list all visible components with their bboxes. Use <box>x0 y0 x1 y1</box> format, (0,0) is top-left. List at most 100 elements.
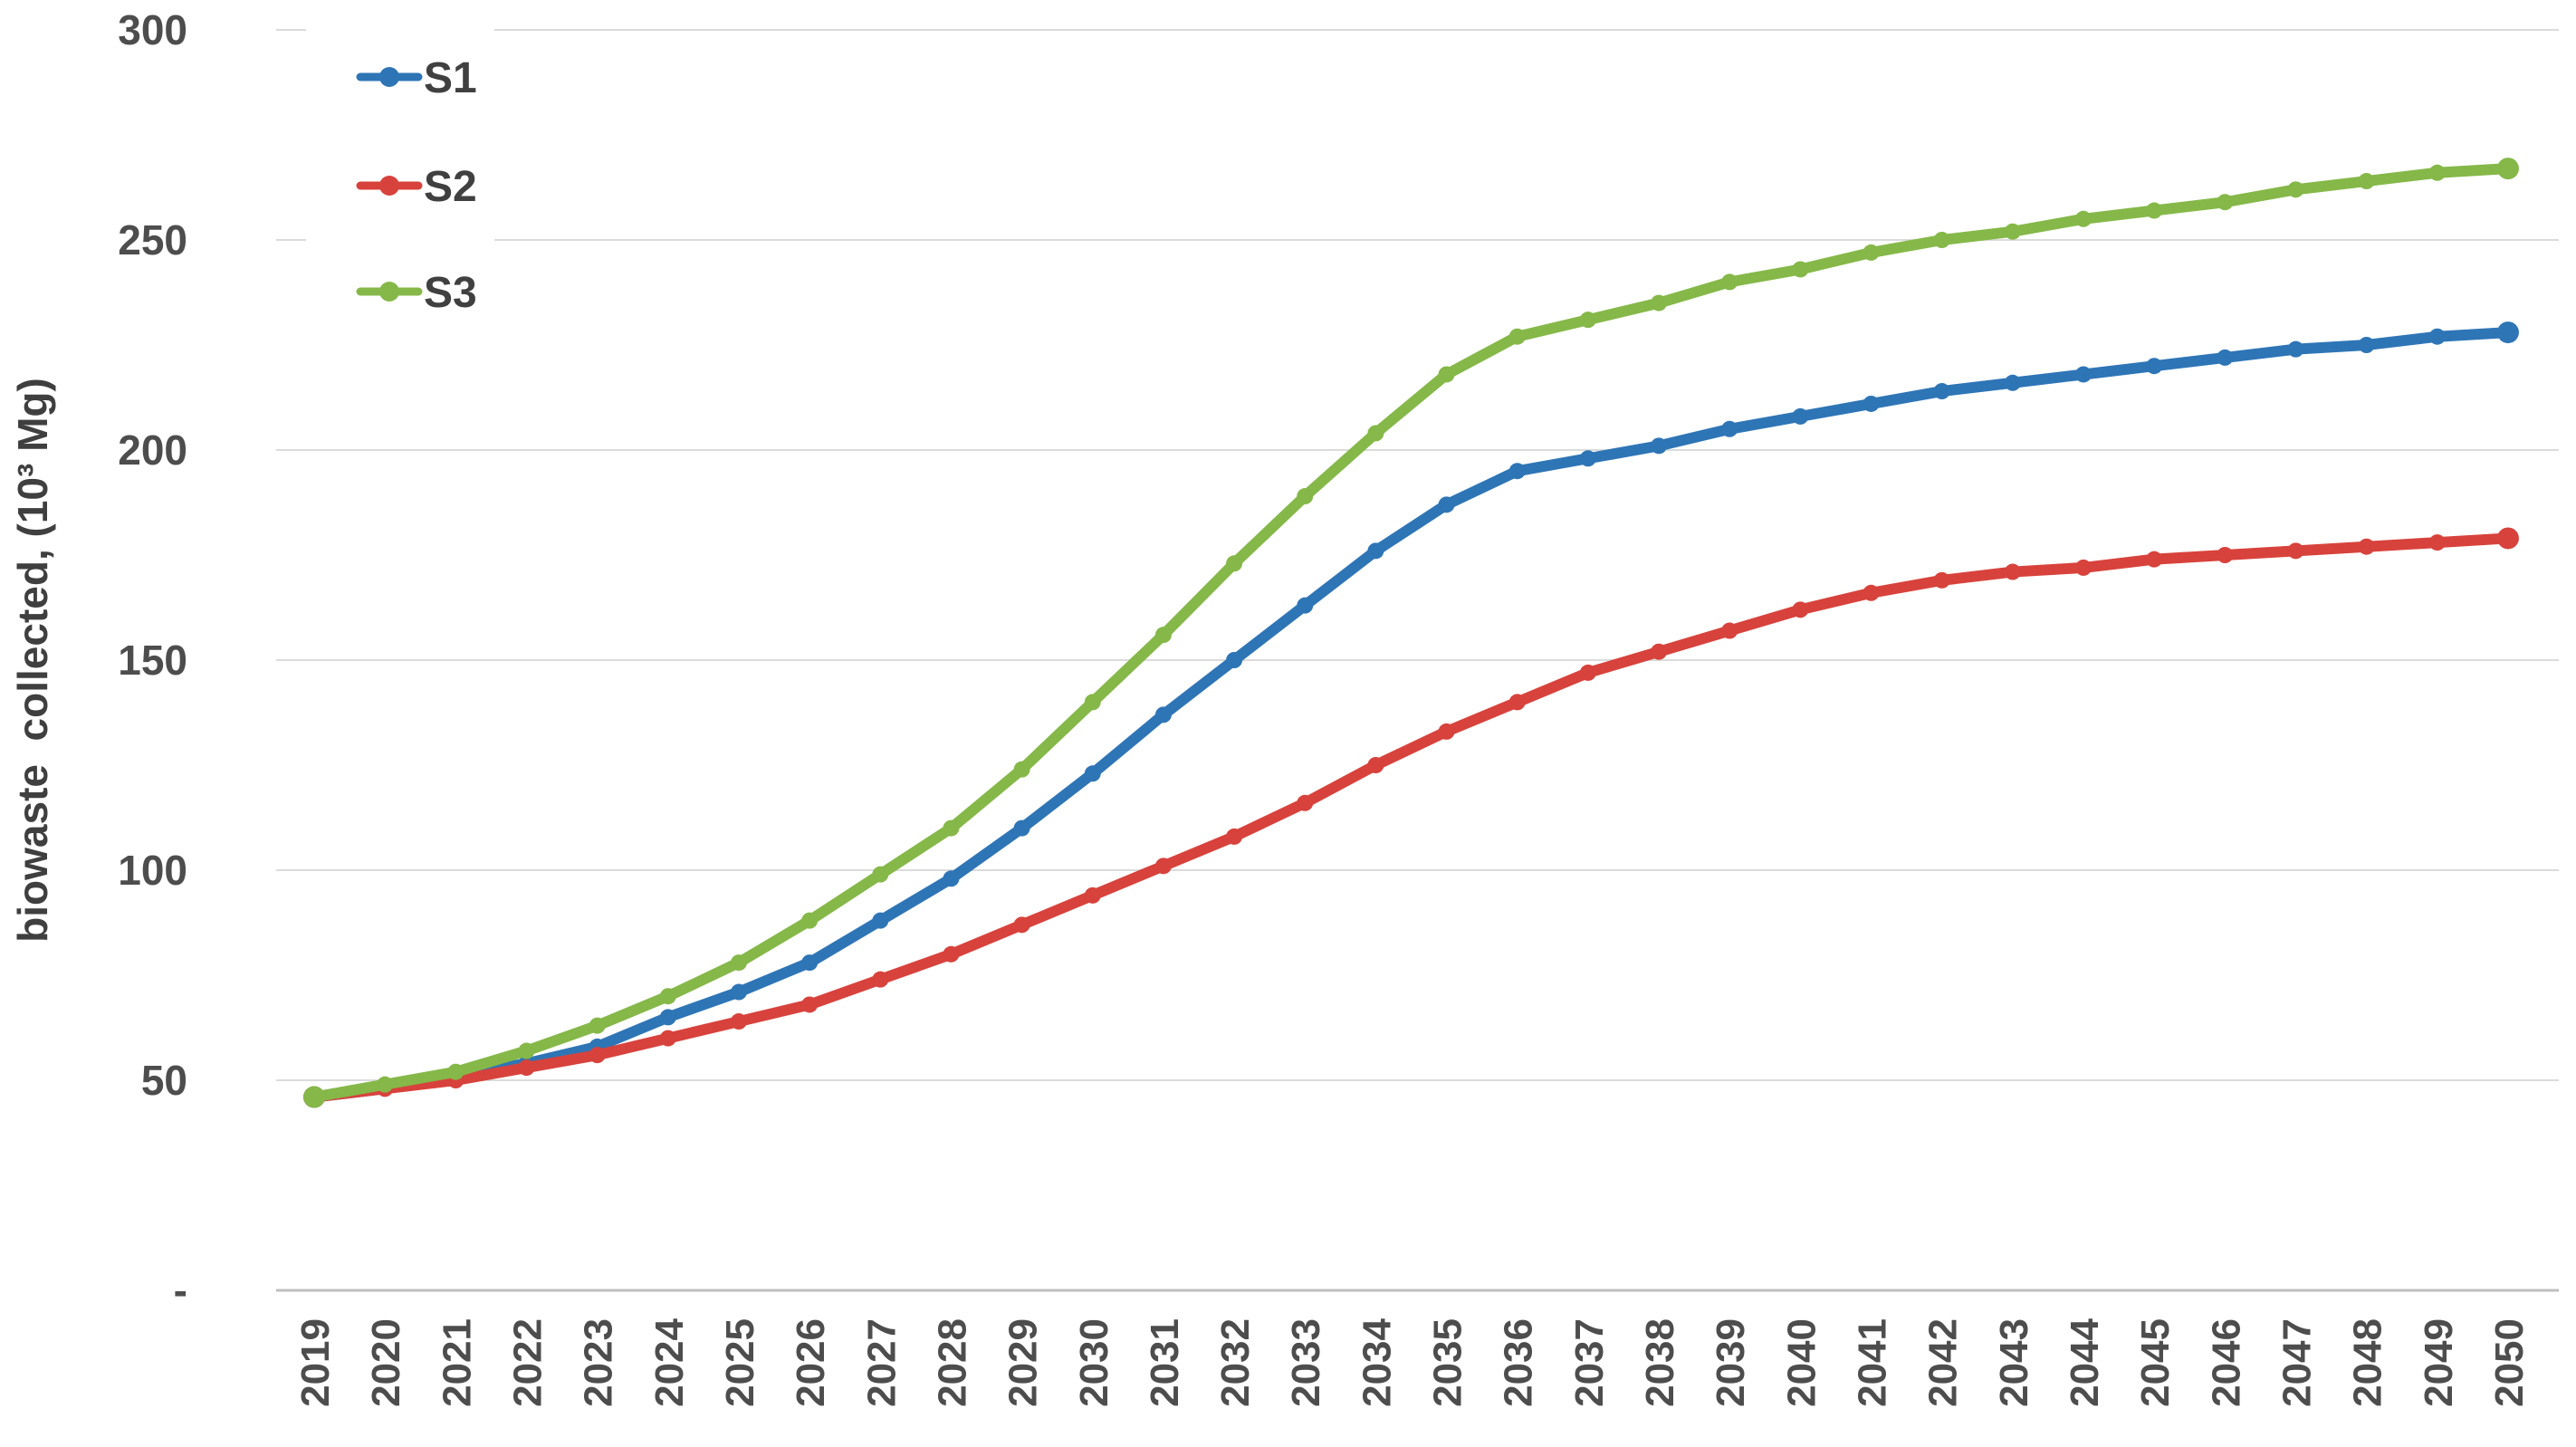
legend-marker-dot-S1 <box>379 67 399 87</box>
data-point <box>2358 173 2375 190</box>
data-point <box>2358 337 2375 353</box>
data-point <box>1367 757 1384 773</box>
x-tick-label: 2035 <box>1426 1318 1470 1407</box>
data-point <box>2287 181 2304 198</box>
data-point <box>1721 420 1738 437</box>
data-point <box>872 912 889 929</box>
data-point <box>2075 210 2092 227</box>
data-point <box>1013 761 1030 778</box>
data-point <box>2496 321 2519 344</box>
data-point <box>801 996 819 1013</box>
data-point <box>659 1030 676 1047</box>
data-point <box>1367 542 1384 560</box>
data-point <box>2496 527 2519 550</box>
legend-item-S2: S2 <box>356 163 477 211</box>
data-point <box>1721 273 1738 291</box>
data-point <box>1297 597 1314 614</box>
data-point <box>2496 158 2519 180</box>
x-tick-label: 2043 <box>1992 1318 2036 1407</box>
x-tick-label: 2021 <box>435 1318 479 1407</box>
x-tick-label: 2046 <box>2204 1318 2248 1407</box>
data-point <box>2004 374 2021 391</box>
legend-marker-dot-S2 <box>379 176 399 196</box>
data-point <box>2428 164 2446 181</box>
data-point <box>1651 437 1668 455</box>
data-point <box>2004 563 2021 580</box>
data-point <box>1508 694 1526 711</box>
data-point <box>1579 450 1596 467</box>
data-point <box>943 870 960 887</box>
legend-label: S3 <box>424 269 477 317</box>
data-point <box>2004 223 2021 240</box>
gridlines-group <box>276 29 2559 1292</box>
data-point <box>2217 547 2234 563</box>
data-point <box>1084 694 1101 711</box>
data-point <box>730 983 747 1001</box>
x-tick-label: 2019 <box>293 1318 338 1407</box>
data-point <box>589 1047 606 1064</box>
x-tick-label: 2031 <box>1143 1318 1187 1407</box>
data-point <box>1863 244 1880 261</box>
data-point <box>2146 358 2163 375</box>
y-axis-tick-labels: 300 250 200 150 100 50 - <box>118 6 187 1314</box>
x-tick-label: 2048 <box>2346 1318 2390 1407</box>
data-point <box>1792 261 1809 278</box>
data-point <box>1154 858 1172 875</box>
y-tick-label: 150 <box>118 637 187 684</box>
y-tick-label: 50 <box>141 1057 187 1104</box>
data-point <box>1297 794 1314 811</box>
data-point <box>2287 340 2304 358</box>
x-tick-label: 2034 <box>1355 1318 1399 1406</box>
legend-item-S3: S3 <box>356 269 477 317</box>
data-point <box>2217 194 2234 211</box>
x-axis-tick-labels: 2019 2020 2021 2022 2023 2024 2025 2026 2027 2028… <box>293 1318 2532 1406</box>
data-point <box>1792 407 1809 425</box>
y-tick-label: 200 <box>118 426 187 474</box>
series-group <box>303 158 2519 1108</box>
x-tick-label: 2047 <box>2274 1318 2319 1407</box>
x-tick-label: 2042 <box>1921 1318 1966 1407</box>
data-point <box>377 1076 394 1093</box>
data-point <box>1438 496 1455 513</box>
legend-backdrop <box>306 13 494 331</box>
data-point <box>801 912 819 929</box>
data-point <box>1721 622 1738 639</box>
legend-marker-dot-S3 <box>379 282 399 302</box>
x-tick-label: 2032 <box>1213 1318 1258 1407</box>
x-tick-label: 2027 <box>859 1318 904 1407</box>
x-tick-label: 2020 <box>364 1318 408 1407</box>
data-point <box>1084 886 1101 904</box>
series-line-S1 <box>309 327 2514 1103</box>
data-point <box>1792 601 1809 618</box>
x-tick-label: 2026 <box>789 1318 833 1407</box>
data-point <box>1367 425 1384 442</box>
data-point <box>1863 395 1880 412</box>
data-point <box>518 1059 535 1077</box>
x-tick-label: 2038 <box>1638 1318 1682 1407</box>
data-point <box>1438 723 1455 740</box>
x-tick-label: 2044 <box>2063 1318 2107 1406</box>
x-tick-label: 2040 <box>1779 1318 1824 1407</box>
data-point <box>1154 706 1172 724</box>
x-tick-label: 2028 <box>930 1318 974 1407</box>
data-point <box>2428 328 2446 345</box>
legend-item-S1: S1 <box>356 54 477 102</box>
data-point <box>1013 916 1030 934</box>
x-tick-label: 2041 <box>1851 1318 1895 1407</box>
data-point <box>518 1042 535 1059</box>
data-point <box>2146 202 2163 219</box>
data-point <box>2358 538 2375 555</box>
data-point <box>943 819 960 837</box>
data-point <box>2287 542 2304 560</box>
data-point <box>1508 328 1526 345</box>
data-point <box>872 971 889 988</box>
data-point <box>730 1013 747 1030</box>
x-tick-label: 2049 <box>2417 1318 2461 1407</box>
data-point <box>659 1009 676 1026</box>
data-point <box>2075 366 2092 383</box>
data-point <box>1226 828 1243 845</box>
x-tick-label: 2037 <box>1567 1318 1612 1407</box>
data-point <box>589 1017 606 1034</box>
x-tick-label: 2022 <box>505 1318 550 1407</box>
